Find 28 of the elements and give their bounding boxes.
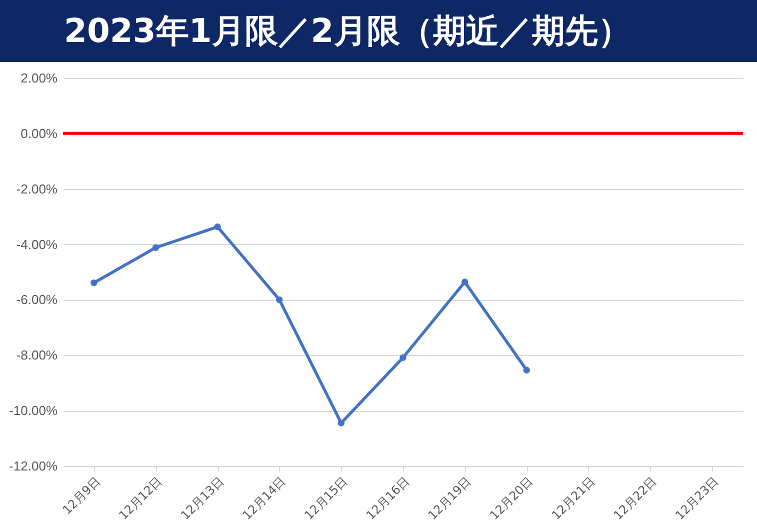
y-tick-label: -4.00% xyxy=(16,236,58,252)
point xyxy=(400,354,406,361)
y-tick-label: -6.00% xyxy=(16,292,58,308)
point xyxy=(276,296,283,304)
x-tick-label: 12月13日 xyxy=(178,474,227,523)
x-tick-label: 12月22日 xyxy=(610,474,660,523)
y-tick-label: 0.00% xyxy=(20,126,58,141)
y-tick-label: -10.00% xyxy=(9,403,58,418)
point xyxy=(152,244,160,251)
x-tick-label: 12月23日 xyxy=(672,474,722,523)
x-tick-label: 12月21日 xyxy=(548,474,598,523)
y-tick-label: -12.00% xyxy=(9,458,58,474)
x-tick-label: 12月14日 xyxy=(240,474,288,523)
x-tick-label: 12月19日 xyxy=(425,474,474,523)
x-tick-label: 12月9日 xyxy=(60,474,103,518)
x-tick-label: 12月15日 xyxy=(302,474,350,523)
x-tick-label: 12月16日 xyxy=(364,474,412,523)
point xyxy=(214,223,221,230)
y-tick-label: -2.00% xyxy=(16,181,58,196)
chart-title: 2023年1月限／2月限（期近／期先） xyxy=(0,0,757,62)
y-tick-label: 2.00% xyxy=(20,70,58,86)
point xyxy=(523,366,530,374)
x-tick-label: 12月12日 xyxy=(116,474,165,523)
point xyxy=(461,278,468,286)
y-tick-label: -8.00% xyxy=(16,348,58,363)
x-tick-label: 12月20日 xyxy=(487,474,536,523)
point xyxy=(90,279,98,286)
point xyxy=(338,420,345,426)
